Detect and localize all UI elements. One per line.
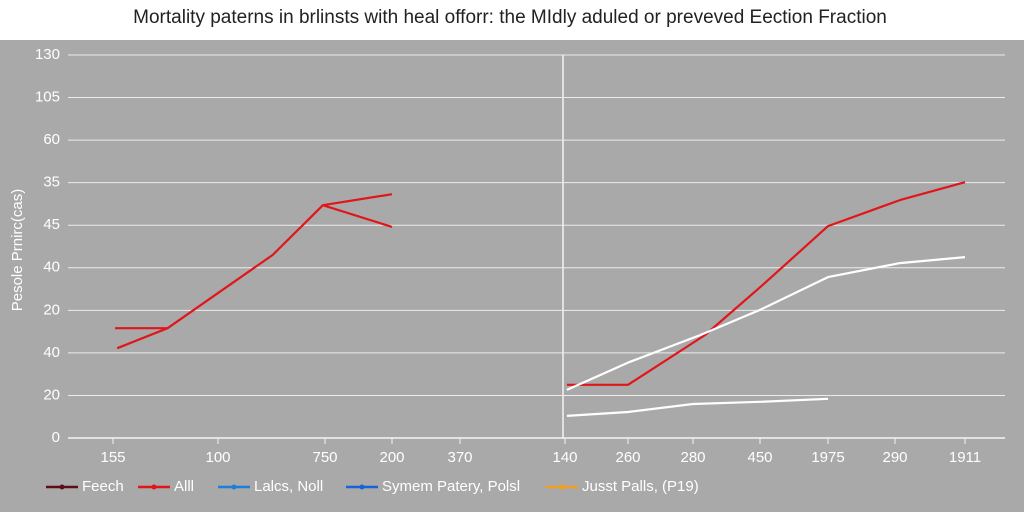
x-tick-label: 1911 [949, 449, 981, 466]
legend-swatch-dot [559, 484, 565, 490]
plot-background [0, 40, 1024, 512]
legend-label: Jusst Palls, (P19) [582, 478, 699, 495]
x-tick-label: 155 [100, 449, 125, 466]
legend-swatch-dot [359, 484, 365, 490]
x-tick-label: 260 [615, 449, 640, 466]
y-tick-label: 0 [52, 429, 60, 446]
data-line [115, 193, 393, 330]
x-tick-label: 290 [882, 449, 907, 466]
y-tick-label: 60 [43, 131, 60, 148]
y-tick-label: 130 [35, 46, 60, 63]
x-tick-label: 1975 [811, 449, 844, 466]
y-tick-label: 45 [43, 216, 60, 233]
y-tick-label: 105 [35, 89, 60, 106]
legend-swatch-dot [231, 484, 237, 490]
y-tick-label: 20 [43, 301, 60, 318]
data-line [116, 181, 966, 386]
y-tick-label: 40 [43, 259, 60, 276]
legend-swatch-dot [151, 484, 157, 490]
legend-label: Symem Patery, Polsl [382, 478, 520, 495]
data-line [566, 397, 829, 417]
legend-label: Lalcs, Noll [254, 478, 323, 495]
y-tick-label: 40 [43, 344, 60, 361]
x-tick-label: 370 [447, 449, 472, 466]
y-tick-label: 35 [43, 174, 60, 191]
x-tick-label: 750 [312, 449, 337, 466]
y-tick-label: 20 [43, 386, 60, 403]
legend-label: Feech [82, 478, 124, 495]
x-tick-label: 450 [747, 449, 772, 466]
data-line [566, 256, 966, 391]
chart-title: Mortality paterns in brlinsts with heal … [133, 7, 887, 28]
legend-swatch-dot [59, 484, 65, 490]
legend-label: Alll [174, 478, 194, 495]
x-tick-label: 200 [379, 449, 404, 466]
x-tick-label: 100 [205, 449, 230, 466]
x-tick-label: 140 [552, 449, 577, 466]
y-axis-label: Pesole Prnirc(cas) [9, 189, 26, 312]
x-tick-label: 280 [680, 449, 705, 466]
